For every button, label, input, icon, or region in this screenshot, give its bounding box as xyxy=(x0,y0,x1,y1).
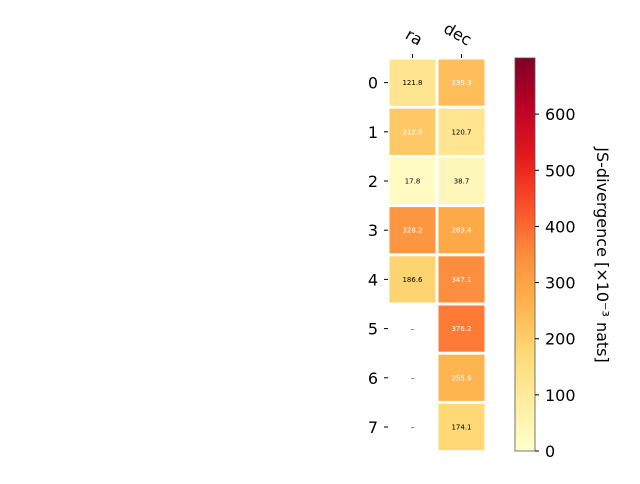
cell-value-label: 283.4 xyxy=(451,227,472,235)
cell-value-label: – xyxy=(411,374,415,382)
cell-value-label: 17.8 xyxy=(405,178,421,186)
heatmap-cell xyxy=(389,108,436,155)
colorbar-gradient xyxy=(514,57,536,452)
cell-value-label: – xyxy=(411,424,415,432)
heatmap-cell xyxy=(389,59,436,106)
heatmap-cell xyxy=(438,354,485,401)
cell-value-label: 255.9 xyxy=(451,374,471,382)
row-label: 1 xyxy=(368,123,378,142)
cell-value-label: 328.2 xyxy=(402,227,422,235)
row-label: 3 xyxy=(368,221,378,240)
cell-value-label: 186.6 xyxy=(402,276,423,284)
column-label: ra xyxy=(402,25,426,50)
cell-value-label: 376.2 xyxy=(451,325,471,333)
colorbar-tick-label: 400 xyxy=(545,217,576,236)
colorbar-tick-label: 300 xyxy=(545,274,576,293)
cell-value-label: 174.1 xyxy=(451,424,471,432)
cell-value-label: 120.7 xyxy=(451,128,471,136)
heatmap-cell xyxy=(438,108,485,155)
colorbar-tick-label: 200 xyxy=(545,330,576,349)
cell-value-label: – xyxy=(411,325,415,333)
heatmap-cell xyxy=(438,403,485,451)
cell-value-label: 121.8 xyxy=(402,79,422,87)
heatmap-cell xyxy=(389,256,436,303)
heatmap-cell xyxy=(438,207,485,254)
heatmap-cell xyxy=(438,157,485,205)
row-label: 5 xyxy=(368,320,378,339)
heatmap-cell xyxy=(438,59,485,106)
cell-value-label: 235.3 xyxy=(451,79,471,87)
row-label: 2 xyxy=(368,172,378,191)
colorbar-label: JS-divergence [×10⁻³ nats] xyxy=(593,146,612,362)
row-label: 6 xyxy=(368,369,378,388)
cell-value-label: 38.7 xyxy=(454,178,470,186)
colorbar-tick-label: 500 xyxy=(545,161,576,180)
colorbar-tick-label: 100 xyxy=(545,386,576,405)
colorbar-tick-label: 0 xyxy=(545,442,555,461)
heatmap-cell xyxy=(438,305,485,352)
colorbar-tick-label: 600 xyxy=(545,105,576,124)
column-label: dec xyxy=(441,19,475,50)
row-label: 7 xyxy=(368,418,378,437)
row-label: 4 xyxy=(368,270,378,289)
heatmap-cell xyxy=(438,256,485,303)
row-label: 0 xyxy=(368,74,378,93)
heatmap-cell xyxy=(389,157,436,205)
cell-value-label: 347.1 xyxy=(451,276,471,284)
cell-value-label: 212.9 xyxy=(402,128,422,136)
heatmap-cell xyxy=(389,207,436,254)
